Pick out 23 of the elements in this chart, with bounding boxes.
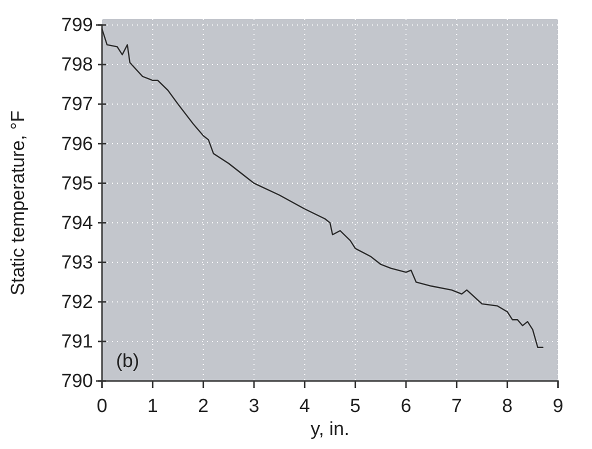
y-tick-label: 797 bbox=[61, 94, 93, 116]
y-tick-label: 791 bbox=[61, 332, 93, 353]
y-tick-label: 796 bbox=[61, 134, 93, 155]
x-axis-title: y, in. bbox=[310, 419, 350, 440]
y-tick-label: 799 bbox=[61, 15, 93, 36]
y-axis-title: Static temperature, °F bbox=[8, 110, 29, 296]
y-tick-label: 795 bbox=[61, 173, 93, 194]
annotation: (b) bbox=[116, 351, 140, 372]
x-tick-label: 4 bbox=[299, 396, 310, 417]
x-tick-label: 8 bbox=[502, 396, 513, 417]
x-tick-label: 9 bbox=[552, 396, 564, 417]
y-tick-label: 794 bbox=[61, 212, 94, 234]
x-tick-label: 6 bbox=[400, 396, 412, 417]
x-tick-label: 5 bbox=[350, 396, 361, 417]
x-tick-label: 3 bbox=[248, 396, 260, 417]
y-tick-label: 790 bbox=[61, 371, 93, 392]
y-tick-label: 793 bbox=[61, 252, 93, 274]
y-tick-label: 792 bbox=[61, 292, 93, 313]
x-tick-label: 2 bbox=[198, 396, 209, 417]
x-tick-label: 1 bbox=[147, 396, 158, 417]
x-tick-label: 0 bbox=[96, 396, 108, 417]
y-tick-label: 798 bbox=[61, 54, 93, 76]
x-tick-label: 7 bbox=[451, 396, 462, 417]
